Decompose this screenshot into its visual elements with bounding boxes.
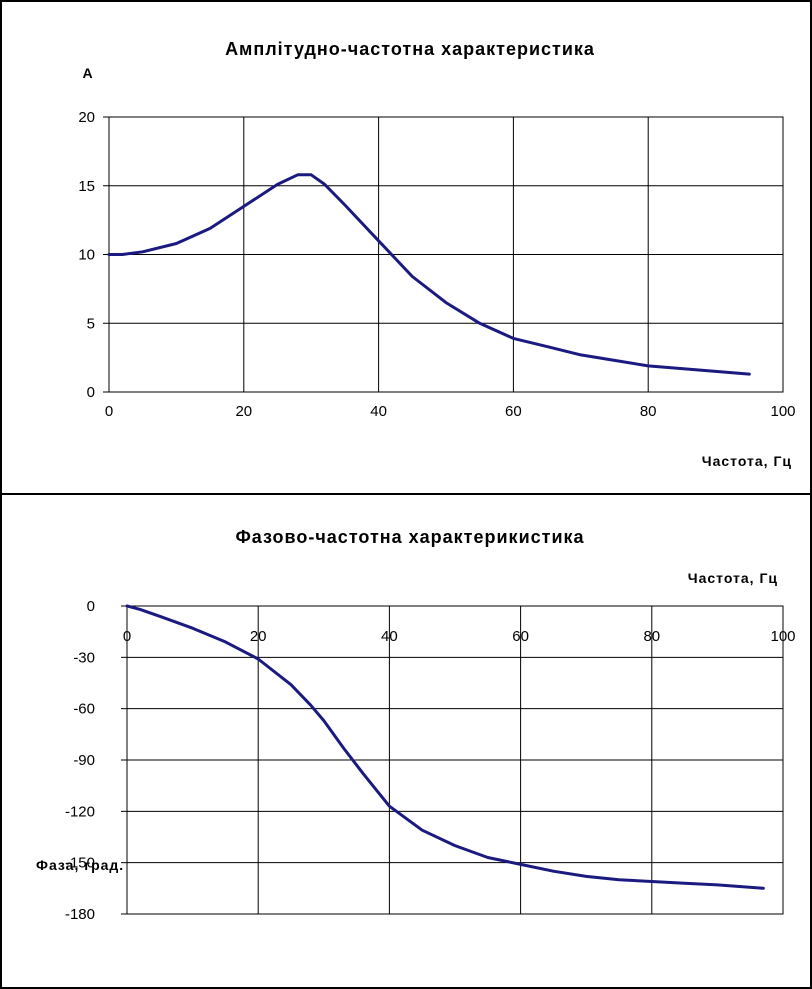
- amplitude-x-tick-label: 20: [235, 403, 252, 420]
- phase-y-tick-label: -120: [65, 803, 95, 820]
- amplitude-x-axis-label: Частота, Гц: [702, 453, 792, 469]
- phase-y-axis-label: Фаза, град.: [36, 857, 124, 873]
- phase-x-tick-label: 0: [123, 628, 131, 645]
- amplitude-x-tick-label: 0: [105, 403, 113, 420]
- amplitude-series: [107, 173, 751, 376]
- phase-chart: Фазово-частотна характерикистика Частота…: [36, 527, 796, 923]
- phase-series-line: [125, 604, 765, 890]
- chart-frame-amplitude: [0, 0, 812, 495]
- phase-y-tick-label: -90: [73, 752, 95, 769]
- phase-y-tick-label: -30: [73, 649, 95, 666]
- phase-x-tick-label: 40: [381, 628, 398, 645]
- phase-chart-title: Фазово-частотна характерикистика: [235, 527, 584, 547]
- amplitude-x-tick-label: 60: [505, 403, 522, 420]
- phase-y-tick-label: 0: [87, 598, 95, 615]
- amplitude-grid: [103, 116, 784, 393]
- phase-x-tick-label: 20: [250, 628, 267, 645]
- amplitude-ticks: 0 20 40 60 80 100 20 15 10 5 0: [78, 109, 795, 420]
- phase-x-tick-label: 60: [512, 628, 529, 645]
- phase-ticks: 0 20 40 60 80 100 0 -30 -60 -90 -120 -150 -180: [65, 598, 796, 923]
- amplitude-chart-title: Амплітудно-частотна характеристика: [225, 39, 595, 59]
- phase-x-tick-label: 80: [643, 628, 660, 645]
- amplitude-y-tick-label: 20: [78, 109, 95, 126]
- amplitude-x-tick-label: 40: [370, 403, 387, 420]
- phase-x-axis-label: Частота, Гц: [688, 570, 778, 586]
- amplitude-y-tick-label: 15: [78, 178, 95, 195]
- phase-y-tick-label: -60: [73, 701, 95, 718]
- amplitude-x-tick-label: 80: [640, 403, 657, 420]
- amplitude-y-axis-label: А: [82, 65, 93, 81]
- phase-grid: [121, 605, 784, 915]
- phase-y-tick-label: -150: [65, 855, 95, 872]
- amplitude-y-tick-label: 5: [87, 315, 95, 332]
- amplitude-series-line: [107, 173, 751, 376]
- amplitude-y-tick-label: 10: [78, 247, 95, 264]
- amplitude-chart: Амплітудно-частотна характеристика А Час…: [78, 39, 795, 469]
- phase-series: [125, 604, 765, 890]
- phase-y-tick-label: -180: [65, 906, 95, 923]
- amplitude-y-tick-label: 0: [87, 384, 95, 401]
- chart-frame-phase: [0, 493, 812, 989]
- amplitude-x-tick-label: 100: [770, 403, 795, 420]
- phase-x-tick-label: 100: [770, 628, 795, 645]
